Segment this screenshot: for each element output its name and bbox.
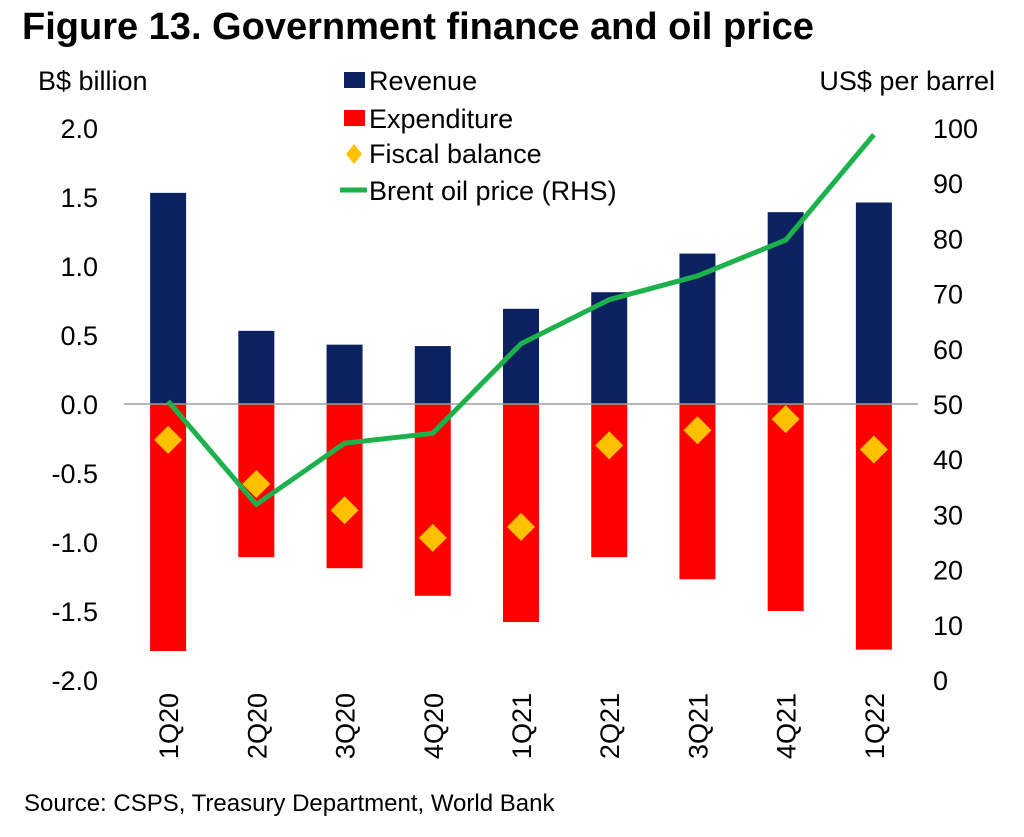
- brent-line-layer: [166, 132, 876, 507]
- fiscal-balance-marker: [330, 496, 359, 525]
- category-label: 3Q20: [331, 693, 361, 759]
- category-label: 1Q21: [507, 693, 537, 759]
- legend-expenditure-swatch: [344, 110, 365, 126]
- category-label: 1Q20: [154, 693, 184, 759]
- legend-fiscal-balance-marker: [346, 144, 362, 164]
- left-tick-label: -1.5: [51, 597, 98, 627]
- right-tick-label: 100: [933, 114, 978, 144]
- expenditure-bar: [767, 404, 804, 611]
- revenue-bar: [591, 292, 628, 404]
- legend-fiscal-balance-label: Fiscal balance: [369, 139, 542, 169]
- revenue-bar: [150, 192, 187, 404]
- left-tick-label: -2.0: [51, 666, 98, 696]
- left-tick-label: 0.0: [60, 390, 98, 420]
- category-label: 1Q22: [860, 693, 890, 759]
- right-tick-label: 40: [933, 445, 963, 475]
- legend-revenue-swatch: [344, 72, 365, 88]
- revenue-bar: [855, 202, 892, 404]
- legend-brent-label: Brent oil price (RHS): [369, 176, 617, 206]
- fiscal-balance-layer: [154, 405, 888, 552]
- left-tick-label: 2.0: [60, 114, 98, 144]
- right-tick-label: 80: [933, 224, 963, 254]
- fiscal-balance-marker: [507, 512, 535, 541]
- right-tick-label: 20: [933, 556, 963, 586]
- left-axis-label: B$ billion: [38, 66, 148, 96]
- right-tick-label: 50: [933, 390, 963, 420]
- fiscal-balance-marker: [242, 470, 271, 499]
- source-note: Source: CSPS, Treasury Department, World…: [24, 790, 555, 817]
- legend-revenue-label: Revenue: [369, 66, 477, 96]
- expenditure-bar: [326, 404, 363, 569]
- category-label: 3Q21: [683, 693, 713, 759]
- right-tick-label: 0: [933, 666, 948, 696]
- legend: Revenue Expenditure Fiscal balance Brent…: [340, 66, 617, 206]
- revenue-bar: [238, 330, 275, 404]
- right-tick-label: 60: [933, 335, 963, 365]
- fiscal-balance-marker: [154, 425, 183, 454]
- right-tick-label: 10: [933, 611, 963, 641]
- fiscal-balance-marker: [595, 431, 624, 460]
- category-label: 2Q20: [242, 693, 272, 759]
- bar-layer: [150, 192, 892, 652]
- revenue-bar: [414, 346, 451, 404]
- expenditure-bar: [591, 404, 628, 558]
- brent-oil-price-line: [166, 132, 876, 507]
- chart-title: Figure 13. Government finance and oil pr…: [22, 6, 814, 48]
- fiscal-balance-marker: [418, 523, 447, 552]
- category-label: 4Q21: [772, 693, 802, 759]
- fiscal-balance-marker: [859, 435, 888, 464]
- left-axis-ticks: 2.0 1.5 1.0 0.5 0.0 -0.5 -1.0 -1.5 -2.0: [51, 114, 98, 696]
- left-tick-label: 1.5: [60, 183, 98, 213]
- category-label: 2Q21: [595, 693, 625, 759]
- right-axis-label: US$ per barrel: [819, 66, 995, 96]
- category-label: 4Q20: [419, 693, 449, 759]
- right-tick-label: 70: [933, 280, 963, 310]
- left-tick-label: -0.5: [51, 459, 98, 489]
- left-tick-label: -1.0: [51, 528, 98, 558]
- right-tick-label: 30: [933, 500, 963, 530]
- category-labels: 1Q20 2Q20 3Q20 4Q20 1Q21 2Q21 3Q21 4Q21 1Q22: [154, 693, 890, 759]
- revenue-bar: [326, 344, 363, 404]
- fiscal-balance-marker: [683, 416, 712, 445]
- legend-expenditure-label: Expenditure: [369, 104, 513, 134]
- left-tick-label: 0.5: [60, 321, 98, 351]
- chart-area: 2.01.51.00.50.0-0.5-1.0-1.5-2.0 10090807…: [38, 66, 995, 759]
- fiscal-balance-marker: [771, 405, 800, 434]
- right-tick-label: 90: [933, 169, 963, 199]
- left-tick-label: 1.0: [60, 252, 98, 282]
